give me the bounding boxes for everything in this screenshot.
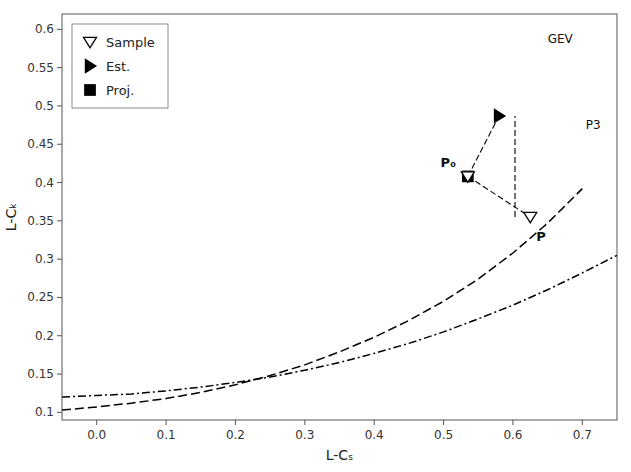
y-tick-label: 0.25 — [27, 290, 54, 304]
y-tick — [57, 412, 62, 413]
y-tick — [57, 374, 62, 375]
legend-label: Proj. — [106, 83, 134, 98]
x-tick-label: 0.7 — [573, 428, 592, 442]
legend-box — [72, 24, 168, 108]
x-tick-label: 0.4 — [365, 428, 384, 442]
y-tick-label: 0.35 — [27, 214, 54, 228]
y-tick — [57, 220, 62, 221]
y-tick-label: 0.1 — [35, 405, 54, 419]
y-tick — [57, 29, 62, 30]
connector — [514, 116, 515, 217]
plot-frame — [62, 14, 617, 420]
markers — [461, 109, 536, 222]
x-tick — [374, 420, 375, 425]
x-tick-label: 0.0 — [87, 428, 106, 442]
y-tick-label: 0.3 — [35, 252, 54, 266]
x-tick — [304, 420, 305, 425]
annotation: GEV — [548, 32, 574, 46]
curve — [62, 189, 582, 410]
x-tick-label: 0.2 — [226, 428, 245, 442]
x-tick-label: 0.5 — [434, 428, 453, 442]
annotation: P3 — [586, 118, 601, 132]
y-tick — [57, 297, 62, 298]
background — [0, 0, 631, 472]
y-tick-label: 0.55 — [27, 61, 54, 75]
y-tick — [57, 105, 62, 106]
x-tick — [235, 420, 236, 425]
legend-label: Est. — [106, 59, 130, 74]
annotations: P₀ P GEV P3 — [441, 32, 601, 244]
x-axis-label: L-Cₛ — [326, 447, 354, 463]
y-tick-label: 0.6 — [35, 22, 54, 36]
legend-label: Sample — [106, 35, 155, 50]
annotation: P₀ — [441, 155, 457, 170]
x-tick-label: 0.3 — [295, 428, 314, 442]
y-tick — [57, 182, 62, 183]
x-tick — [96, 420, 97, 425]
point — [495, 109, 505, 122]
plot-area — [62, 109, 617, 410]
y-tick — [57, 144, 62, 145]
x-tick — [582, 420, 583, 425]
axes: 0.0 0.1 0.2 0.3 0.4 0.5 0.6 0.7 0.1 0.15 0.2 0.25 0.… — [27, 22, 592, 442]
legend-marker — [85, 85, 95, 95]
y-tick-label: 0.4 — [35, 176, 54, 190]
curve — [62, 255, 617, 397]
y-tick-label: 0.5 — [35, 99, 54, 113]
x-tick-label: 0.6 — [503, 428, 522, 442]
legend-marker — [84, 37, 97, 47]
y-tick — [57, 67, 62, 68]
y-tick-label: 0.2 — [35, 329, 54, 343]
legend-marker — [85, 60, 95, 73]
lines — [62, 116, 617, 410]
chart: 0.0 0.1 0.2 0.3 0.4 0.5 0.6 0.7 0.1 0.15 0.2 0.25 0.… — [0, 0, 631, 472]
y-axis-label: L-Cₖ — [3, 203, 19, 231]
x-tick — [512, 420, 513, 425]
x-tick-label: 0.1 — [157, 428, 176, 442]
point — [524, 212, 537, 222]
y-tick-label: 0.45 — [27, 137, 54, 151]
connector — [468, 176, 530, 217]
y-tick — [57, 335, 62, 336]
connector — [468, 116, 499, 177]
y-tick-label: 0.15 — [27, 367, 54, 381]
legend: Sample Est. Proj. — [72, 24, 168, 108]
x-tick — [443, 420, 444, 425]
x-tick — [166, 420, 167, 425]
annotation: P — [536, 229, 546, 244]
y-tick — [57, 259, 62, 260]
point — [461, 172, 474, 182]
